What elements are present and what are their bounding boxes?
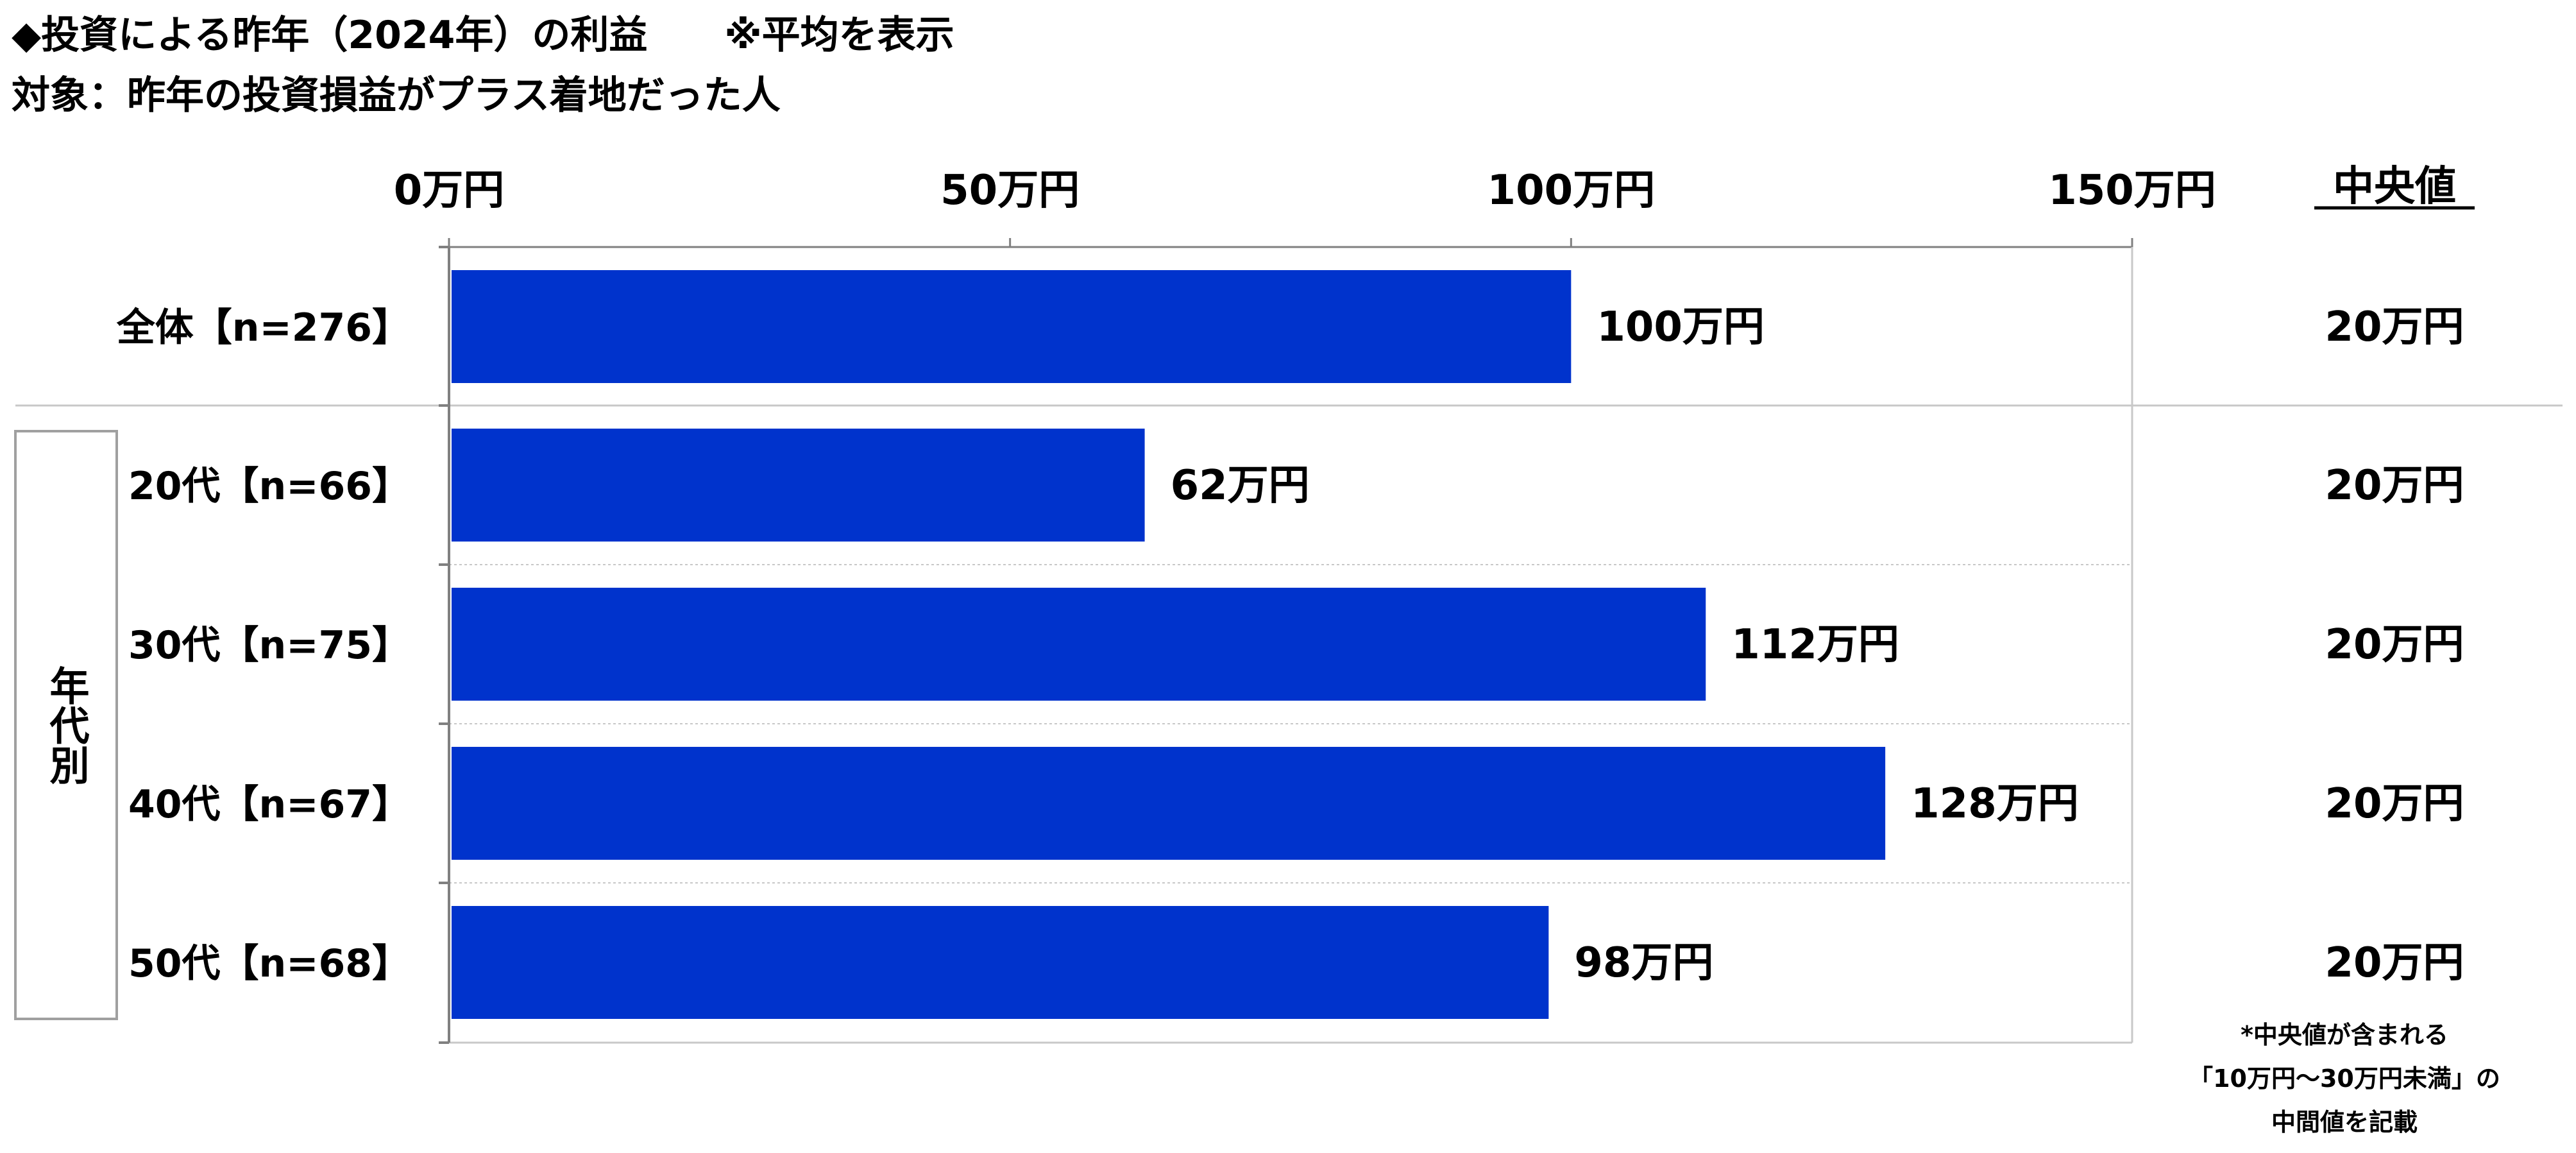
median-header: 中央値 xyxy=(2333,163,2456,210)
value-tick-label: 100万円 xyxy=(1487,167,1656,214)
category-label: 全体【n=276】 xyxy=(116,305,411,350)
group-label: 年代別 xyxy=(43,665,90,785)
median-value: 20万円 xyxy=(2325,939,2464,987)
median-value: 20万円 xyxy=(2325,780,2464,828)
bar xyxy=(452,747,1886,860)
footnote-line-1: *中央値が含まれる xyxy=(2241,1021,2448,1049)
median-value: 20万円 xyxy=(2325,462,2464,509)
chart-title: ◆投資による昨年（2024年）の利益 ※平均を表示 xyxy=(12,13,954,58)
category-label: 50代【n=68】 xyxy=(128,941,411,986)
bar-value-label: 128万円 xyxy=(1911,780,2079,828)
bar-value-label: 62万円 xyxy=(1171,462,1310,509)
value-tick-label: 50万円 xyxy=(940,167,1080,214)
value-axis xyxy=(439,238,2133,1044)
category-label: 40代【n=67】 xyxy=(128,782,411,827)
bar xyxy=(452,588,1706,701)
category-label: 30代【n=75】 xyxy=(128,623,411,668)
group-box xyxy=(14,430,118,1020)
bar-value-label: 112万円 xyxy=(1731,621,1899,669)
bar xyxy=(452,906,1549,1019)
bar xyxy=(452,270,1572,383)
bar-value-label: 100万円 xyxy=(1597,303,1765,351)
value-tick-label: 150万円 xyxy=(2048,167,2216,214)
median-value: 20万円 xyxy=(2325,303,2464,351)
bars xyxy=(452,270,1886,1019)
value-tick-label: 0万円 xyxy=(394,167,505,214)
footnote-line-3: 中間値を記載 xyxy=(2271,1108,2418,1136)
bar-value-label: 98万円 xyxy=(1574,939,1713,987)
median-value: 20万円 xyxy=(2325,621,2464,669)
category-label: 20代【n=66】 xyxy=(128,464,411,509)
chart-subtitle: 対象：昨年の投資損益がプラス着地だった人 xyxy=(12,73,781,118)
footnote-line-2: 「10万円～30万円未満」の xyxy=(2189,1064,2500,1093)
bar xyxy=(452,429,1145,542)
